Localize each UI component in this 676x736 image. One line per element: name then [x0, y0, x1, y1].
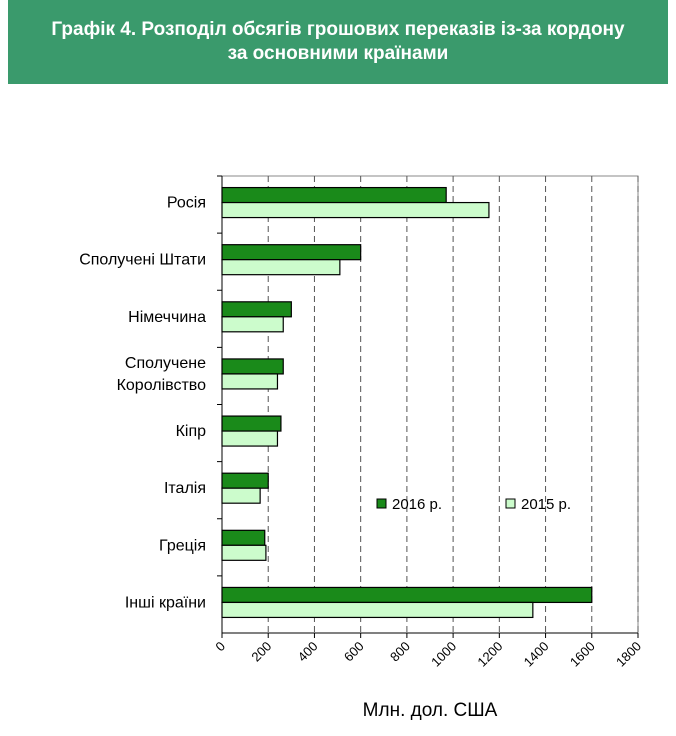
category-label: Кіпр	[176, 423, 207, 440]
x-tick-label: 0	[212, 639, 228, 655]
bar	[221, 373, 279, 390]
bar	[221, 544, 267, 561]
legend-swatch	[376, 498, 387, 509]
x-axis-title: Млн. дол. США	[363, 700, 498, 721]
chart-title: Графік 4. Розподіл обсягів грошових пере…	[18, 18, 658, 66]
chart-header: Графік 4. Розподіл обсягів грошових пере…	[8, 0, 668, 84]
x-tick-label: 400	[295, 639, 321, 665]
x-tick-label: 1400	[521, 639, 552, 670]
bar	[221, 186, 447, 204]
x-tick-label: 800	[387, 639, 413, 665]
legend-label: 2016 р.	[392, 496, 442, 513]
x-tick-label: 200	[248, 639, 274, 665]
bar	[221, 529, 266, 546]
x-tick-label: 1200	[474, 639, 505, 670]
category-label: Німеччина	[128, 309, 206, 326]
category-label: Сполучене	[125, 355, 206, 372]
category-label: Інші країни	[125, 594, 206, 611]
bar	[221, 358, 284, 375]
category-label: Італія	[164, 480, 206, 497]
bar	[221, 472, 269, 489]
bar	[221, 487, 261, 504]
bar	[221, 430, 279, 447]
x-tick-label: 1600	[567, 639, 598, 670]
chart-title-line-2: за основними країнами	[227, 43, 449, 64]
x-tick-label: 1800	[613, 639, 644, 670]
bar	[221, 301, 292, 318]
bar	[221, 244, 362, 261]
bar	[221, 415, 282, 432]
legend-swatch	[505, 498, 516, 509]
bar	[221, 316, 284, 333]
legend-label: 2015 р.	[521, 496, 571, 513]
bar	[221, 201, 490, 219]
category-label: Греція	[159, 537, 206, 554]
bar	[221, 586, 593, 604]
category-label: Сполучені Штати	[79, 252, 206, 269]
chart-title-line-1: Графік 4. Розподіл обсягів грошових пере…	[51, 19, 625, 40]
bar	[221, 601, 534, 619]
category-label: Росія	[167, 195, 206, 212]
x-tick-label: 600	[341, 639, 367, 665]
category-label: Королівство	[117, 377, 207, 394]
x-tick-label: 1000	[428, 639, 459, 670]
bar	[221, 259, 341, 276]
